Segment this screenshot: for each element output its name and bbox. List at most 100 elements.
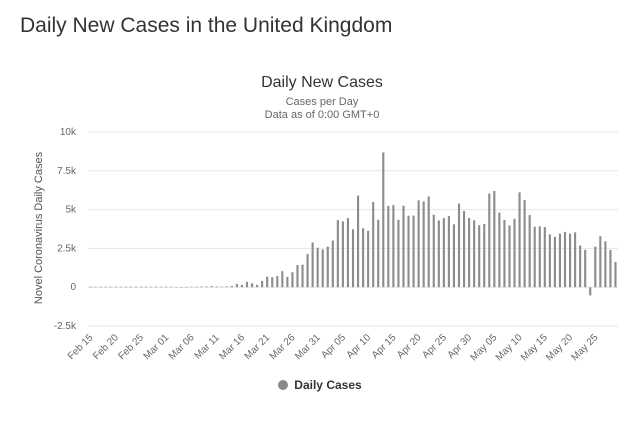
- bar-daily-cases[interactable]: [139, 286, 143, 288]
- bar-daily-cases[interactable]: [286, 276, 289, 288]
- bar-daily-cases[interactable]: [240, 284, 244, 288]
- bar-daily-cases[interactable]: [594, 246, 597, 288]
- bar-daily-cases[interactable]: [144, 286, 148, 288]
- bar-daily-cases[interactable]: [584, 249, 587, 288]
- bar-daily-cases[interactable]: [508, 225, 511, 288]
- bar-daily-cases[interactable]: [220, 286, 223, 288]
- bar-daily-cases[interactable]: [200, 286, 203, 288]
- bar-daily-cases[interactable]: [210, 286, 213, 288]
- bar-daily-cases[interactable]: [528, 215, 531, 288]
- bar-daily-cases[interactable]: [175, 287, 178, 288]
- bar-daily-cases[interactable]: [493, 190, 496, 288]
- bar-daily-cases[interactable]: [180, 287, 183, 288]
- bar-daily-cases[interactable]: [483, 223, 486, 288]
- bar-daily-cases[interactable]: [462, 210, 466, 288]
- bar-daily-cases[interactable]: [170, 286, 173, 288]
- bar-daily-cases[interactable]: [543, 227, 546, 288]
- bar-daily-cases[interactable]: [533, 226, 536, 288]
- bar-daily-cases[interactable]: [447, 216, 450, 288]
- bar-daily-cases[interactable]: [301, 264, 304, 288]
- bar-daily-cases[interactable]: [235, 283, 238, 288]
- bar-daily-cases[interactable]: [518, 192, 521, 288]
- bar-daily-cases[interactable]: [306, 254, 309, 288]
- bar-daily-cases[interactable]: [245, 281, 249, 288]
- bar-daily-cases[interactable]: [417, 200, 420, 288]
- bar-daily-cases[interactable]: [160, 286, 163, 288]
- bar-daily-cases[interactable]: [568, 233, 572, 288]
- bar-daily-cases[interactable]: [589, 287, 592, 296]
- bar-daily-cases[interactable]: [336, 220, 339, 288]
- bar-daily-cases[interactable]: [331, 240, 334, 288]
- bar-daily-cases[interactable]: [104, 286, 107, 288]
- bar-daily-cases[interactable]: [452, 224, 456, 288]
- bar-daily-cases[interactable]: [377, 219, 380, 288]
- bar-daily-cases[interactable]: [356, 195, 360, 288]
- bar-daily-cases[interactable]: [402, 205, 405, 288]
- bar-daily-cases[interactable]: [89, 286, 92, 288]
- bar-daily-cases[interactable]: [473, 220, 476, 288]
- bar-daily-cases[interactable]: [281, 271, 284, 288]
- bar-daily-cases[interactable]: [387, 205, 390, 288]
- bar-daily-cases[interactable]: [195, 286, 198, 288]
- bar-daily-cases[interactable]: [150, 286, 153, 288]
- bar-daily-cases[interactable]: [99, 286, 102, 288]
- bar-daily-cases[interactable]: [498, 212, 501, 288]
- bar-daily-cases[interactable]: [256, 284, 259, 288]
- bar-daily-cases[interactable]: [261, 280, 264, 288]
- bar-daily-cases[interactable]: [548, 234, 551, 288]
- bar-daily-cases[interactable]: [457, 203, 461, 288]
- bar-daily-cases[interactable]: [503, 219, 506, 288]
- bar-daily-cases[interactable]: [407, 215, 410, 288]
- bar-daily-cases[interactable]: [341, 221, 344, 288]
- bar-daily-cases[interactable]: [129, 286, 132, 288]
- bar-daily-cases[interactable]: [478, 225, 481, 288]
- bar-daily-cases[interactable]: [599, 236, 602, 288]
- bar-daily-cases[interactable]: [316, 247, 319, 288]
- bar-daily-cases[interactable]: [346, 218, 350, 288]
- bar-daily-cases[interactable]: [205, 286, 208, 288]
- bar-daily-cases[interactable]: [468, 217, 471, 288]
- legend[interactable]: Daily Cases: [0, 377, 640, 392]
- bar-daily-cases[interactable]: [397, 219, 400, 288]
- bar-daily-cases[interactable]: [392, 205, 395, 288]
- bar-daily-cases[interactable]: [412, 215, 415, 288]
- bar-daily-cases[interactable]: [230, 285, 233, 288]
- bar-daily-cases[interactable]: [574, 232, 577, 288]
- bar-daily-cases[interactable]: [225, 286, 228, 288]
- bar-daily-cases[interactable]: [513, 218, 516, 288]
- bar-daily-cases[interactable]: [185, 287, 188, 288]
- bar-daily-cases[interactable]: [432, 214, 435, 288]
- bar-daily-cases[interactable]: [296, 265, 299, 288]
- bar-daily-cases[interactable]: [311, 242, 314, 288]
- bar-daily-cases[interactable]: [558, 233, 562, 288]
- bar-daily-cases[interactable]: [119, 286, 122, 288]
- bar-daily-cases[interactable]: [609, 249, 612, 288]
- bar-daily-cases[interactable]: [604, 241, 607, 288]
- bar-daily-cases[interactable]: [321, 249, 324, 288]
- bar-daily-cases[interactable]: [351, 229, 355, 288]
- bar-daily-cases[interactable]: [362, 228, 365, 288]
- bar-daily-cases[interactable]: [553, 236, 556, 288]
- bar-daily-cases[interactable]: [190, 286, 193, 288]
- bar-daily-cases[interactable]: [124, 286, 127, 288]
- bar-daily-cases[interactable]: [579, 245, 582, 288]
- bar-daily-cases[interactable]: [442, 218, 445, 288]
- bar-daily-cases[interactable]: [215, 286, 218, 288]
- bar-daily-cases[interactable]: [382, 152, 385, 288]
- bar-daily-cases[interactable]: [134, 286, 138, 288]
- bar-daily-cases[interactable]: [155, 286, 158, 288]
- bar-daily-cases[interactable]: [326, 246, 329, 288]
- bar-daily-cases[interactable]: [266, 276, 269, 288]
- bar-daily-cases[interactable]: [488, 193, 491, 288]
- bar-daily-cases[interactable]: [109, 286, 112, 288]
- bar-daily-cases[interactable]: [94, 286, 97, 288]
- bar-daily-cases[interactable]: [276, 276, 279, 288]
- bar-daily-cases[interactable]: [427, 196, 430, 288]
- bar-daily-cases[interactable]: [422, 201, 425, 288]
- bar-daily-cases[interactable]: [538, 226, 541, 288]
- bar-daily-cases[interactable]: [367, 230, 370, 288]
- bar-daily-cases[interactable]: [563, 231, 567, 288]
- bar-daily-cases[interactable]: [250, 283, 254, 288]
- bar-daily-cases[interactable]: [614, 261, 617, 288]
- bar-daily-cases[interactable]: [291, 272, 294, 288]
